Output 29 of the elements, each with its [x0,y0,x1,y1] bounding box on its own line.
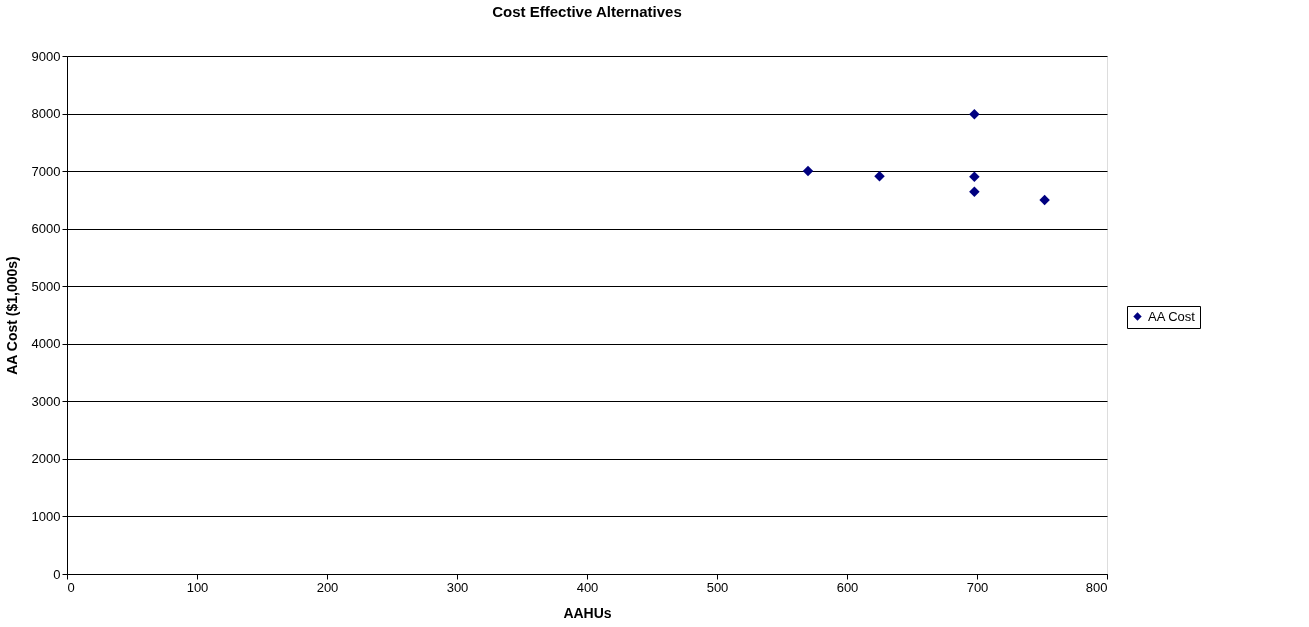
x-tick-label: 200 [316,579,339,595]
y-tick-label: 2000 [31,451,61,467]
y-tick-label: 3000 [31,393,61,409]
point [969,186,980,198]
legend-label: AA Cost [1148,308,1196,324]
x-tick-label: 0 [67,579,75,595]
point [969,108,980,120]
point [1039,194,1050,206]
x-tick-label: 600 [836,579,859,595]
point [969,171,980,183]
x-tick-label: 300 [446,579,469,595]
chart-title: Cost Effective Alternatives [492,3,682,20]
x-tick-label: 400 [576,579,599,595]
x-tick-label: 100 [186,579,209,595]
x-axis-title: AAHUs [563,604,612,621]
y-tick-label: 0 [53,566,61,582]
point [802,165,814,177]
y-tick-label: 8000 [31,106,61,122]
y-axis-title: AA Cost ($1,000s) [3,256,20,375]
x-tick-label: 800 [1085,579,1108,595]
y-tick-label: 7000 [31,163,61,179]
point [874,171,885,182]
y-tick-label: 5000 [31,278,61,294]
x-tick-label: 500 [706,579,729,595]
y-tick-label: 1000 [31,508,61,524]
y-tick-label: 6000 [31,221,61,237]
x-tick-label: 700 [966,579,989,595]
y-tick-label: 9000 [31,48,61,64]
y-tick-label: 4000 [31,336,61,352]
